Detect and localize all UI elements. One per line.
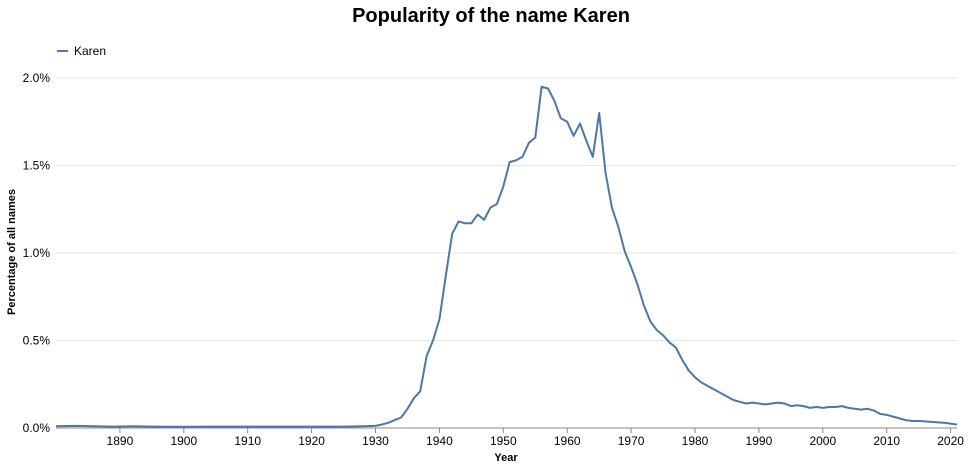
x-tick-label: 2010 — [873, 434, 900, 448]
x-tick-label: 1910 — [234, 434, 261, 448]
y-tick-label: 2.0% — [23, 71, 51, 85]
x-tick-label: 1930 — [362, 434, 389, 448]
y-axis: 0.0% 0.5% 1.0% 1.5% 2.0% — [23, 71, 51, 435]
y-tick-label: 1.5% — [23, 159, 51, 173]
x-tick-label: 1950 — [490, 434, 517, 448]
x-tick-label: 2000 — [809, 434, 836, 448]
x-tick-label: 1920 — [298, 434, 325, 448]
legend: Karen — [57, 44, 106, 58]
series-line-karen — [55, 85, 958, 428]
x-tick-label: 1970 — [618, 434, 645, 448]
x-tick-label: 1940 — [426, 434, 453, 448]
legend-label-karen: Karen — [74, 44, 106, 58]
gridlines — [56, 77, 957, 429]
x-tick-label: 1900 — [170, 434, 197, 448]
y-tick-label: 1.0% — [23, 246, 51, 260]
y-axis-title: Percentage of all names — [6, 189, 18, 315]
x-tick-label: 1890 — [107, 434, 134, 448]
x-tick-label: 1990 — [746, 434, 773, 448]
chart-title: Popularity of the name Karen — [352, 5, 630, 27]
plot-area — [55, 85, 958, 428]
x-axis-title: Year — [494, 452, 518, 464]
y-tick-label: 0.5% — [23, 334, 51, 348]
x-tick-label: 1960 — [554, 434, 581, 448]
y-tick-label: 0.0% — [23, 421, 51, 435]
x-axis: 1890 1900 1910 1920 1930 1940 1950 1960 1970 1980… — [56, 427, 964, 448]
x-tick-label: 1980 — [682, 434, 709, 448]
x-tick-label: 2020 — [937, 434, 964, 448]
